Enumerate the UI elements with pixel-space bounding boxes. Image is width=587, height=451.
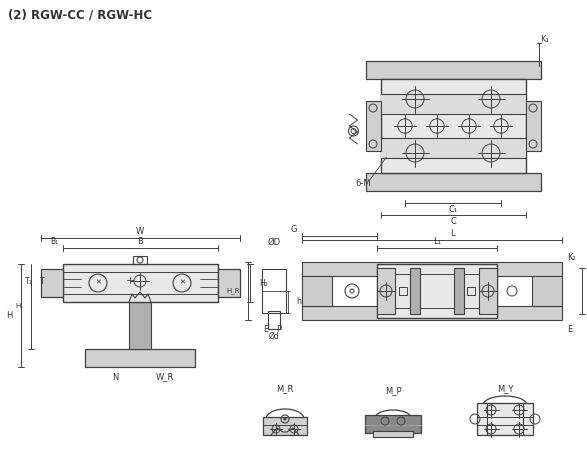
Bar [366, 101, 380, 151]
Bar [366, 61, 541, 79]
Text: N: N [112, 373, 118, 382]
Text: H₂: H₂ [259, 279, 268, 287]
Bar [263, 417, 307, 435]
Text: E: E [264, 326, 269, 335]
Text: L₁: L₁ [433, 236, 441, 245]
Bar [454, 268, 464, 314]
Bar [380, 94, 525, 114]
Text: H_R: H_R [227, 288, 240, 295]
Bar [133, 256, 147, 264]
Bar [410, 268, 420, 314]
Text: T₁: T₁ [25, 276, 32, 285]
Circle shape [284, 418, 286, 420]
Text: H₁: H₁ [15, 304, 23, 309]
Text: C₁: C₁ [448, 206, 458, 215]
Text: M_R: M_R [276, 385, 294, 394]
Bar [62, 264, 218, 302]
Text: h: h [296, 298, 301, 307]
Bar [302, 262, 562, 276]
Bar [268, 311, 280, 329]
Text: W_R: W_R [156, 373, 174, 382]
Text: Ød: Ød [269, 331, 279, 341]
Bar [487, 403, 523, 435]
Bar [302, 276, 332, 306]
Text: G: G [291, 225, 297, 234]
Text: (2) RGW-CC / RGW-HC: (2) RGW-CC / RGW-HC [8, 8, 152, 21]
Text: ØD: ØD [268, 238, 281, 247]
Text: K₁: K₁ [540, 34, 549, 43]
Text: W: W [136, 226, 144, 235]
Bar [477, 403, 533, 435]
Text: L: L [450, 229, 454, 238]
Text: H: H [6, 311, 12, 320]
Bar [380, 138, 525, 158]
Text: M_Y: M_Y [497, 385, 513, 394]
Bar [377, 264, 497, 318]
Bar [262, 269, 286, 313]
Bar [85, 349, 195, 367]
Bar [479, 268, 497, 314]
Text: P: P [276, 326, 282, 335]
Text: E: E [568, 326, 573, 335]
Text: 6-M: 6-M [356, 179, 371, 188]
Bar [129, 302, 151, 349]
Bar [377, 268, 395, 314]
Bar [399, 287, 407, 295]
Text: B: B [137, 236, 143, 245]
Text: T: T [40, 276, 45, 285]
Bar [366, 173, 541, 191]
Text: ✕: ✕ [179, 280, 185, 286]
Text: ✕: ✕ [95, 280, 101, 286]
Bar [218, 269, 239, 297]
Text: +: + [125, 276, 134, 286]
Text: C: C [450, 217, 456, 226]
Bar [365, 415, 421, 433]
Bar [41, 269, 62, 297]
Bar [302, 306, 562, 320]
Bar [467, 287, 475, 295]
Text: K₂: K₂ [567, 253, 576, 262]
Bar [532, 276, 562, 306]
Text: B₁: B₁ [50, 236, 59, 245]
Bar [525, 101, 541, 151]
Text: M_P: M_P [384, 387, 402, 396]
Bar [373, 431, 413, 437]
Bar [380, 79, 525, 173]
